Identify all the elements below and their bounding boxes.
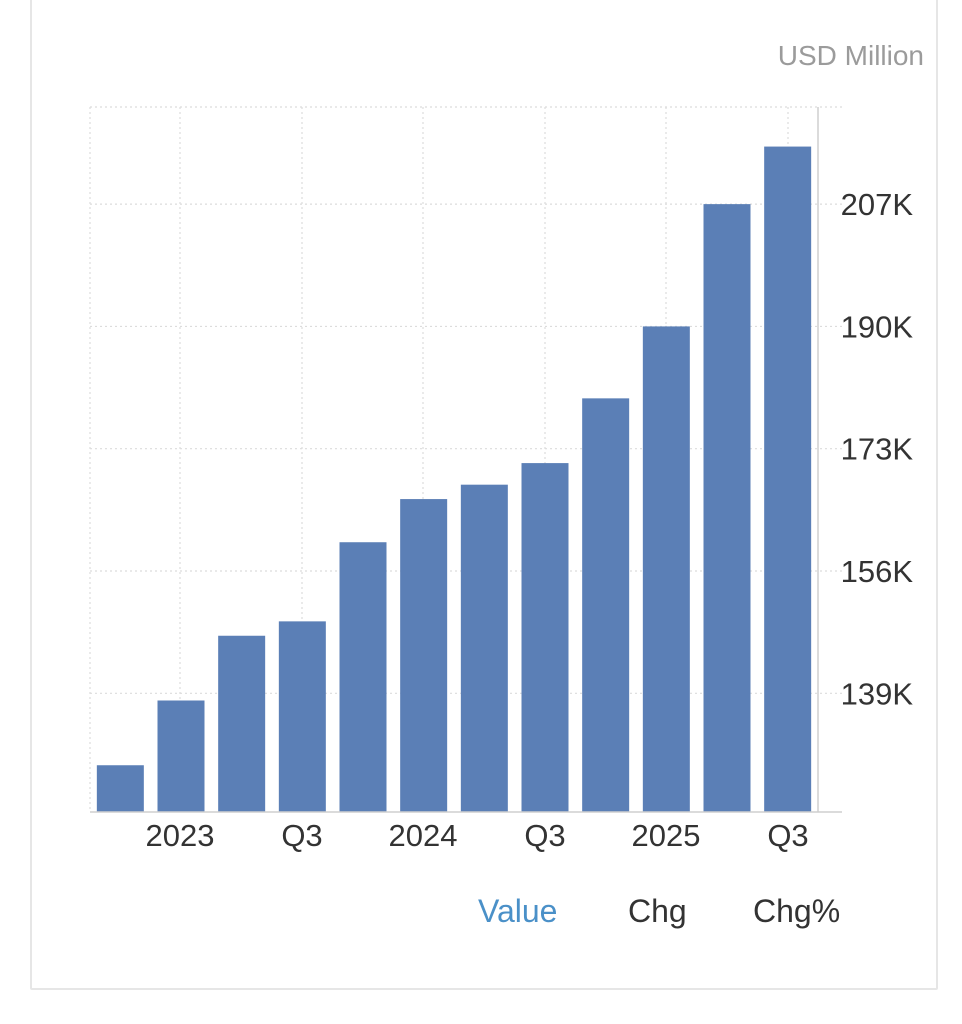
- bar: [642, 326, 690, 812]
- y-tick-label: 156K: [841, 554, 914, 589]
- y-tick-label: 173K: [841, 432, 914, 467]
- bar: [339, 542, 387, 812]
- tab-value[interactable]: Value: [478, 893, 558, 929]
- bar: [400, 499, 448, 812]
- bar: [157, 700, 205, 812]
- tab-chg[interactable]: Chg: [628, 893, 687, 929]
- bar: [218, 635, 266, 812]
- bar: [703, 204, 751, 813]
- unit-label: USD Million: [777, 40, 924, 71]
- x-tick-label: 2023: [146, 818, 215, 853]
- x-tick-label: 2024: [389, 818, 458, 853]
- y-tick-label: 190K: [841, 309, 914, 344]
- bar: [278, 621, 326, 812]
- tab-chg-percent[interactable]: Chg%: [753, 893, 841, 929]
- x-tick-label: Q3: [281, 818, 322, 853]
- y-tick-label: 139K: [841, 676, 914, 711]
- x-tick-label: Q3: [524, 818, 565, 853]
- bar: [764, 146, 812, 812]
- y-tick-label: 207K: [841, 187, 914, 222]
- bar: [460, 484, 508, 812]
- bar: [582, 398, 630, 812]
- view-tabs: Value Chg Chg%: [0, 893, 962, 933]
- x-tick-label: Q3: [767, 818, 808, 853]
- x-tick-label: 2025: [632, 818, 701, 853]
- bar: [521, 463, 569, 812]
- bar: [96, 765, 144, 812]
